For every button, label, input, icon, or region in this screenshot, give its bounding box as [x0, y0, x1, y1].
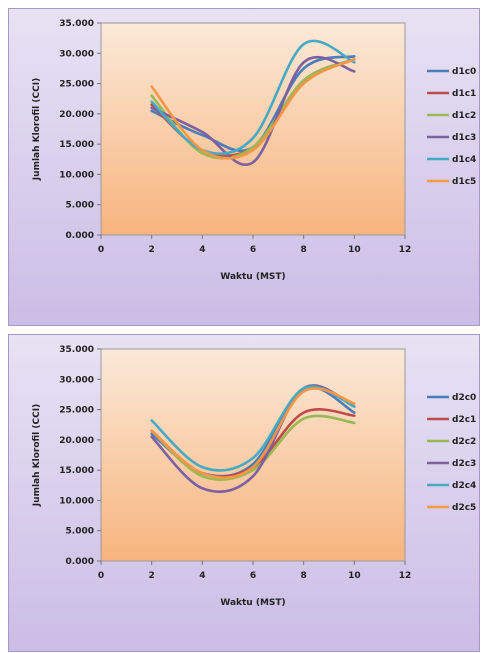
y-tick-label: 30.000 — [59, 375, 94, 385]
x-axis-title: Waktu (MST) — [220, 598, 285, 608]
y-tick-label: 10.000 — [59, 170, 94, 180]
legend-label-d1c4: d1c4 — [452, 155, 476, 165]
y-tick-label: 0.000 — [66, 231, 94, 241]
x-tick-label: 0 — [98, 245, 104, 255]
y-axis-title: Jumlah Klorofil (CCI) — [32, 78, 42, 181]
x-tick-label: 2 — [149, 571, 155, 581]
legend-label-d1c0: d1c0 — [452, 67, 476, 77]
legend-label-d1c3: d1c3 — [452, 133, 476, 143]
chart-panel-top: 0.000 5.000 10.000 15.000 20.000 25.000 30.000… — [8, 8, 480, 326]
y-tick-label: 20.000 — [59, 110, 94, 120]
y-tick-label: 0.000 — [66, 557, 94, 567]
y-tick-label: 20.000 — [59, 436, 94, 446]
y-tick-label: 35.000 — [59, 19, 94, 29]
legend-label-d2c0: d2c0 — [452, 393, 476, 403]
x-tick-label: 4 — [199, 245, 205, 255]
series-line-d2c2 — [150, 414, 356, 481]
x-tick-label: 8 — [301, 571, 307, 581]
y-tick-label: 25.000 — [59, 406, 94, 416]
series-line-d2c5 — [150, 387, 356, 479]
legend-label-d2c5: d2c5 — [452, 503, 476, 513]
y-tick-label: 30.000 — [59, 49, 94, 59]
x-tick-label: 12 — [399, 571, 412, 581]
y-tick-label: 25.000 — [59, 80, 94, 90]
series-line-d2c4 — [150, 385, 356, 472]
series-line-d1c3 — [150, 55, 356, 166]
legend-label-d2c2: d2c2 — [452, 437, 476, 447]
x-tick-label: 2 — [149, 245, 155, 255]
series-line-d1c4 — [150, 39, 356, 155]
x-tick-label: 12 — [399, 245, 412, 255]
x-tick-label: 4 — [199, 571, 205, 581]
plot-area — [100, 22, 406, 236]
y-tick-label: 5.000 — [66, 527, 94, 537]
x-tick-label: 6 — [250, 245, 256, 255]
x-axis-title: Waktu (MST) — [220, 272, 285, 282]
chart-top: 0.000 5.000 10.000 15.000 20.000 25.000 30.000… — [32, 19, 476, 282]
legend-label-d2c1: d2c1 — [452, 415, 476, 425]
x-tick-label: 10 — [348, 245, 361, 255]
legend-label-d1c2: d1c2 — [452, 111, 476, 121]
chart-bottom: 0.000 5.000 10.000 15.000 20.000 25.000 30.000… — [32, 345, 476, 608]
x-tick-label: 0 — [98, 571, 104, 581]
plot-area — [100, 348, 406, 562]
series-line-d1c5 — [150, 58, 356, 160]
legend-label-d2c4: d2c4 — [452, 481, 476, 491]
x-tick-label: 8 — [301, 245, 307, 255]
legend-label-d1c5: d1c5 — [452, 177, 476, 187]
legend-label-d2c3: d2c3 — [452, 459, 476, 469]
chart-panel-bottom: 0.000 5.000 10.000 15.000 20.000 25.000 30.000… — [8, 334, 480, 652]
y-tick-label: 15.000 — [59, 140, 94, 150]
x-tick-label: 6 — [250, 571, 256, 581]
y-tick-label: 15.000 — [59, 466, 94, 476]
y-axis-title: Jumlah Klorofil (CCI) — [32, 404, 42, 507]
y-tick-label: 35.000 — [59, 345, 94, 355]
x-tick-label: 10 — [348, 571, 361, 581]
legend-label-d1c1: d1c1 — [452, 89, 476, 99]
y-tick-label: 5.000 — [66, 201, 94, 211]
y-tick-label: 10.000 — [59, 496, 94, 506]
